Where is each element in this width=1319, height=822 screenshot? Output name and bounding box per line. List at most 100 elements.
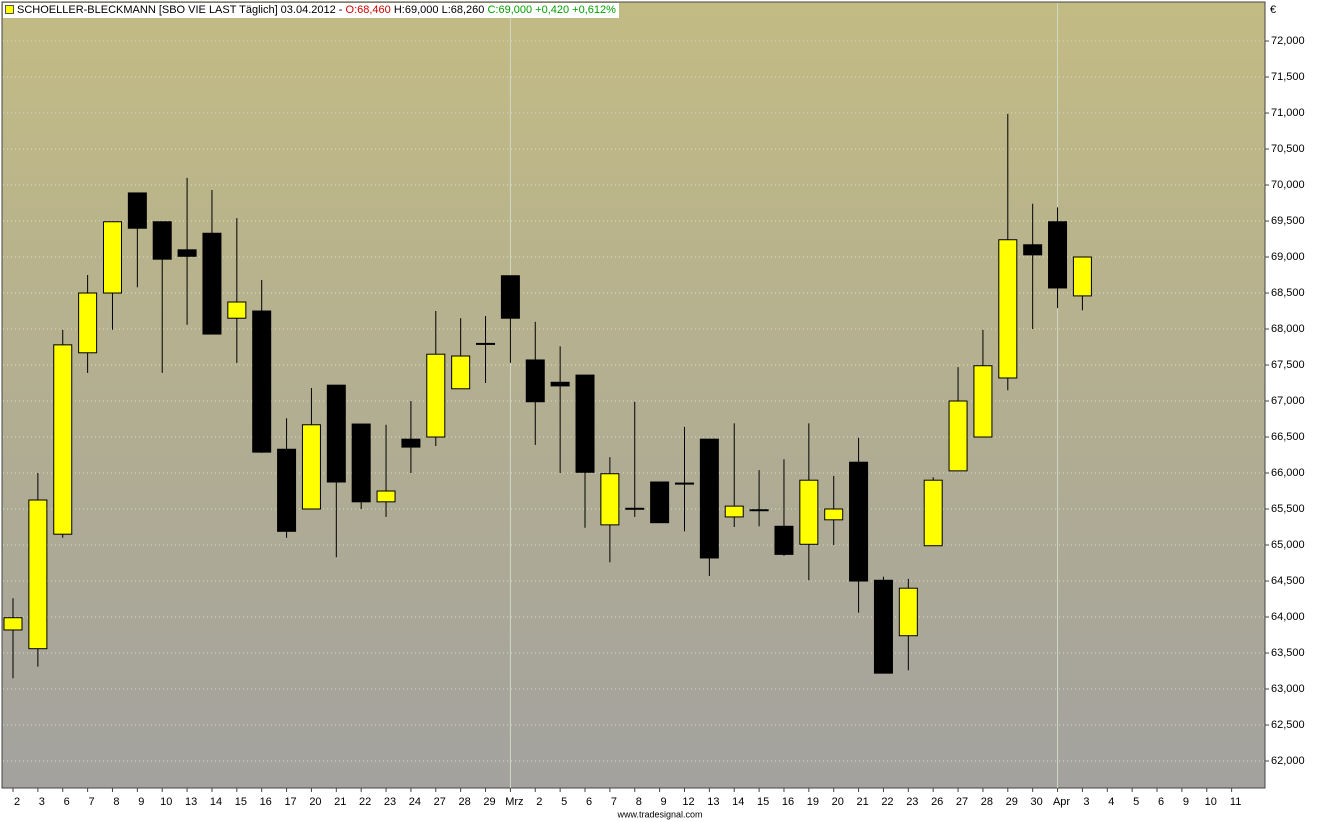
quote-close: C:69,000 +0,420 +0,612%: [487, 4, 616, 16]
y-tick-label: 64,500: [1271, 575, 1305, 587]
y-tick-label: 69,500: [1271, 215, 1305, 227]
y-tick-label: 66,000: [1271, 467, 1305, 479]
x-tick-label: 22: [359, 796, 371, 808]
x-tick-label: 11: [1230, 796, 1241, 808]
y-tick-label: 71,500: [1271, 71, 1305, 83]
candle-body: [3, 617, 23, 631]
candle-body: [873, 579, 893, 674]
x-tick-label: 13: [185, 796, 197, 808]
x-tick-label: 16: [782, 796, 794, 808]
x-tick-label: 19: [807, 796, 819, 808]
y-tick-label: 70,000: [1271, 179, 1305, 191]
candle-body: [973, 365, 993, 438]
candle-body: [28, 499, 48, 650]
quote-open: O:68,460: [345, 4, 391, 16]
candle-body: [376, 490, 396, 503]
y-tick-label: 68,500: [1271, 287, 1305, 299]
quote-high: H:69,000: [393, 4, 439, 16]
quote-low: L:68,260: [441, 4, 485, 16]
x-tick-label: 14: [210, 796, 222, 808]
x-tick-label: 16: [260, 796, 272, 808]
x-tick-label: 5: [561, 796, 567, 808]
candle-body: [78, 292, 98, 354]
candle-body: [401, 438, 421, 448]
series-icon: [5, 5, 14, 14]
x-tick-label: 2: [14, 796, 20, 808]
y-tick-label: 68,000: [1271, 323, 1305, 335]
candle-body: [476, 342, 496, 345]
candle-body: [550, 381, 570, 387]
y-tick-label: 66,500: [1271, 431, 1305, 443]
x-tick-label: 15: [757, 796, 769, 808]
x-tick-label: 8: [636, 796, 642, 808]
candle-body: [824, 508, 844, 521]
x-tick-label: 29: [1006, 796, 1018, 808]
x-tick-label: 13: [707, 796, 719, 808]
candle-body: [1048, 221, 1068, 289]
candle-body: [451, 355, 471, 390]
x-tick-label: 29: [483, 796, 495, 808]
x-tick-label: 9: [138, 796, 144, 808]
candle-body: [500, 275, 520, 319]
x-tick-label: 12: [682, 796, 694, 808]
y-tick-label: 65,000: [1271, 539, 1305, 551]
candle-body: [1023, 244, 1043, 256]
candle-body: [650, 481, 670, 524]
candle-body: [674, 482, 694, 485]
x-tick-label: 10: [160, 796, 172, 808]
candle-body: [53, 344, 73, 535]
x-tick-label: 24: [409, 796, 421, 808]
x-tick-label: 2: [536, 796, 542, 808]
candle-body: [575, 374, 595, 473]
x-tick-label: 8: [113, 796, 119, 808]
candle-body: [923, 479, 943, 547]
x-tick-label: 6: [64, 796, 70, 808]
x-tick-label: 3: [1083, 796, 1089, 808]
candle-body: [351, 423, 371, 503]
x-tick-label: 23: [384, 796, 396, 808]
candle-body: [948, 400, 968, 472]
currency: €: [1270, 4, 1276, 16]
candle-body: [426, 353, 446, 438]
candle-body: [749, 509, 769, 512]
x-tick-label: 27: [434, 796, 446, 808]
x-tick-label: 26: [931, 796, 943, 808]
candle-body: [277, 448, 297, 532]
y-tick-label: 72,000: [1271, 35, 1305, 47]
plot-area: [1, 1, 1266, 789]
x-tick-label: 21: [334, 796, 346, 808]
y-tick-label: 71,000: [1271, 107, 1305, 119]
x-tick-label: 15: [235, 796, 247, 808]
candle-body: [252, 310, 272, 453]
chart-title: SCHOELLER-BLECKMANN [SBO VIE LAST Täglic…: [17, 4, 343, 16]
x-tick-label: 7: [611, 796, 617, 808]
x-tick-label: 5: [1133, 796, 1139, 808]
candle-body: [227, 301, 247, 319]
x-tick-label: 23: [906, 796, 918, 808]
candle-body: [774, 525, 794, 555]
candle-body: [799, 479, 819, 545]
x-tick-label: 14: [732, 796, 744, 808]
candle-body: [525, 359, 545, 403]
x-tick-label: 17: [284, 796, 296, 808]
candle-body: [127, 192, 147, 229]
x-tick-label: Apr: [1053, 796, 1070, 808]
candle-body: [849, 461, 869, 582]
x-tick-label: 9: [1183, 796, 1189, 808]
x-tick-label: 4: [1108, 796, 1114, 808]
y-tick-label: 69,000: [1271, 251, 1305, 263]
candle-body: [326, 384, 346, 483]
candle-body: [102, 221, 122, 294]
x-tick-label: 20: [309, 796, 321, 808]
y-tick-label: 64,000: [1271, 611, 1305, 623]
y-tick-label: 67,500: [1271, 359, 1305, 371]
candle-body: [177, 249, 197, 257]
x-tick-label: 10: [1205, 796, 1217, 808]
y-tick-label: 63,500: [1271, 647, 1305, 659]
candle-body: [998, 239, 1018, 379]
x-tick-label: 21: [856, 796, 868, 808]
candle-body: [625, 507, 645, 510]
x-tick-label: 27: [956, 796, 968, 808]
